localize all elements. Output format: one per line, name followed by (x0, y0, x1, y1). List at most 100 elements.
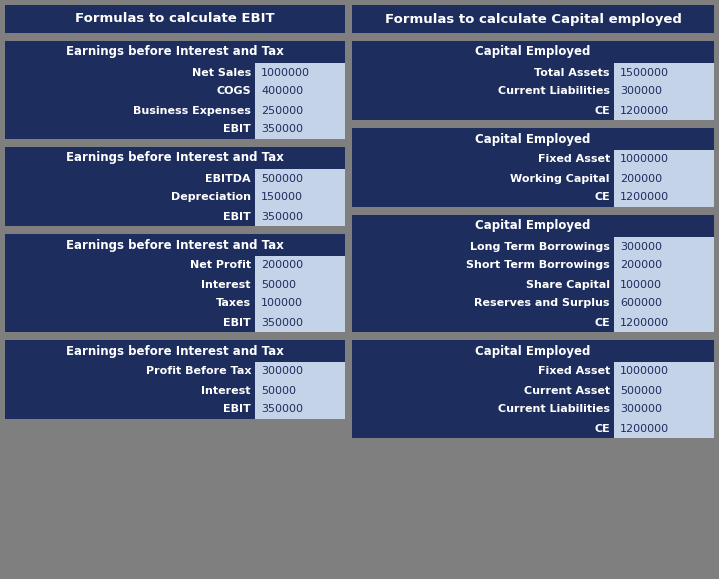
Bar (255, 82, 345, 101)
Bar (614, 313, 714, 332)
Bar (5, 294, 255, 313)
Text: Business Expenses: Business Expenses (133, 105, 251, 115)
Text: 400000: 400000 (261, 86, 303, 97)
Bar (255, 256, 345, 275)
Bar (5, 313, 255, 332)
Bar (5, 101, 255, 120)
Bar (352, 237, 614, 256)
Text: Current Liabilities: Current Liabilities (498, 405, 610, 415)
Text: 100000: 100000 (261, 299, 303, 309)
Text: Earnings before Interest and Tax: Earnings before Interest and Tax (66, 152, 284, 164)
Text: Earnings before Interest and Tax: Earnings before Interest and Tax (66, 345, 284, 357)
Bar (5, 188, 255, 207)
Bar (614, 294, 714, 313)
Bar (352, 150, 614, 169)
Bar (5, 82, 255, 101)
Bar (352, 169, 614, 188)
Text: Taxes: Taxes (216, 299, 251, 309)
Bar (352, 313, 614, 332)
Text: 300000: 300000 (620, 241, 662, 251)
Bar (614, 188, 714, 207)
Bar (5, 340, 345, 362)
Bar (255, 169, 345, 188)
Bar (614, 82, 714, 101)
Text: 1200000: 1200000 (620, 105, 669, 115)
Bar (614, 101, 714, 120)
Text: Share Capital: Share Capital (526, 280, 610, 290)
Bar (255, 381, 345, 400)
Text: Current Asset: Current Asset (524, 386, 610, 395)
Bar (614, 381, 714, 400)
Text: Short Term Borrowings: Short Term Borrowings (466, 261, 610, 270)
Bar (5, 41, 345, 63)
Bar (5, 5, 345, 33)
Text: 600000: 600000 (620, 299, 662, 309)
Bar (352, 256, 614, 275)
Bar (352, 5, 714, 33)
Text: 100000: 100000 (620, 280, 662, 290)
Text: 350000: 350000 (261, 124, 303, 134)
Text: Earnings before Interest and Tax: Earnings before Interest and Tax (66, 239, 284, 251)
Text: 300000: 300000 (620, 405, 662, 415)
Text: 350000: 350000 (261, 317, 303, 328)
Bar (614, 362, 714, 381)
Text: Interest: Interest (201, 280, 251, 290)
Text: 1200000: 1200000 (620, 317, 669, 328)
Text: Fixed Asset: Fixed Asset (538, 367, 610, 376)
Bar (614, 400, 714, 419)
Text: Capital Employed: Capital Employed (475, 133, 591, 145)
Text: Reserves and Surplus: Reserves and Surplus (475, 299, 610, 309)
Bar (352, 128, 714, 150)
Text: Total Assets: Total Assets (534, 68, 610, 78)
Bar (614, 419, 714, 438)
Bar (352, 294, 614, 313)
Text: Capital Employed: Capital Employed (475, 219, 591, 233)
Text: Current Liabilities: Current Liabilities (498, 86, 610, 97)
Bar (255, 313, 345, 332)
Text: CE: CE (594, 105, 610, 115)
Bar (614, 169, 714, 188)
Bar (5, 381, 255, 400)
Bar (352, 340, 714, 362)
Text: 200000: 200000 (261, 261, 303, 270)
Bar (255, 120, 345, 139)
Bar (5, 147, 345, 169)
Text: Profit Before Tax: Profit Before Tax (145, 367, 251, 376)
Text: EBIT: EBIT (224, 317, 251, 328)
Bar (614, 256, 714, 275)
Bar (352, 362, 614, 381)
Text: 1000000: 1000000 (620, 367, 669, 376)
Bar (5, 256, 255, 275)
Bar (5, 169, 255, 188)
Text: 150000: 150000 (261, 192, 303, 203)
Text: 200000: 200000 (620, 174, 662, 184)
Bar (352, 101, 614, 120)
Text: Long Term Borrowings: Long Term Borrowings (470, 241, 610, 251)
Bar (614, 237, 714, 256)
Bar (352, 381, 614, 400)
Text: Capital Employed: Capital Employed (475, 345, 591, 357)
Text: EBITDA: EBITDA (206, 174, 251, 184)
Text: COGS: COGS (216, 86, 251, 97)
Bar (614, 63, 714, 82)
Text: 350000: 350000 (261, 211, 303, 222)
Bar (255, 362, 345, 381)
Bar (255, 63, 345, 82)
Text: Net Sales: Net Sales (192, 68, 251, 78)
Bar (255, 188, 345, 207)
Bar (614, 275, 714, 294)
Text: 1200000: 1200000 (620, 423, 669, 434)
Text: Formulas to calculate Capital employed: Formulas to calculate Capital employed (385, 13, 682, 25)
Bar (352, 188, 614, 207)
Bar (255, 101, 345, 120)
Text: 200000: 200000 (620, 261, 662, 270)
Bar (614, 150, 714, 169)
Bar (255, 207, 345, 226)
Bar (5, 400, 255, 419)
Bar (5, 207, 255, 226)
Text: 300000: 300000 (620, 86, 662, 97)
Bar (352, 215, 714, 237)
Bar (255, 275, 345, 294)
Bar (352, 419, 614, 438)
Bar (352, 63, 614, 82)
